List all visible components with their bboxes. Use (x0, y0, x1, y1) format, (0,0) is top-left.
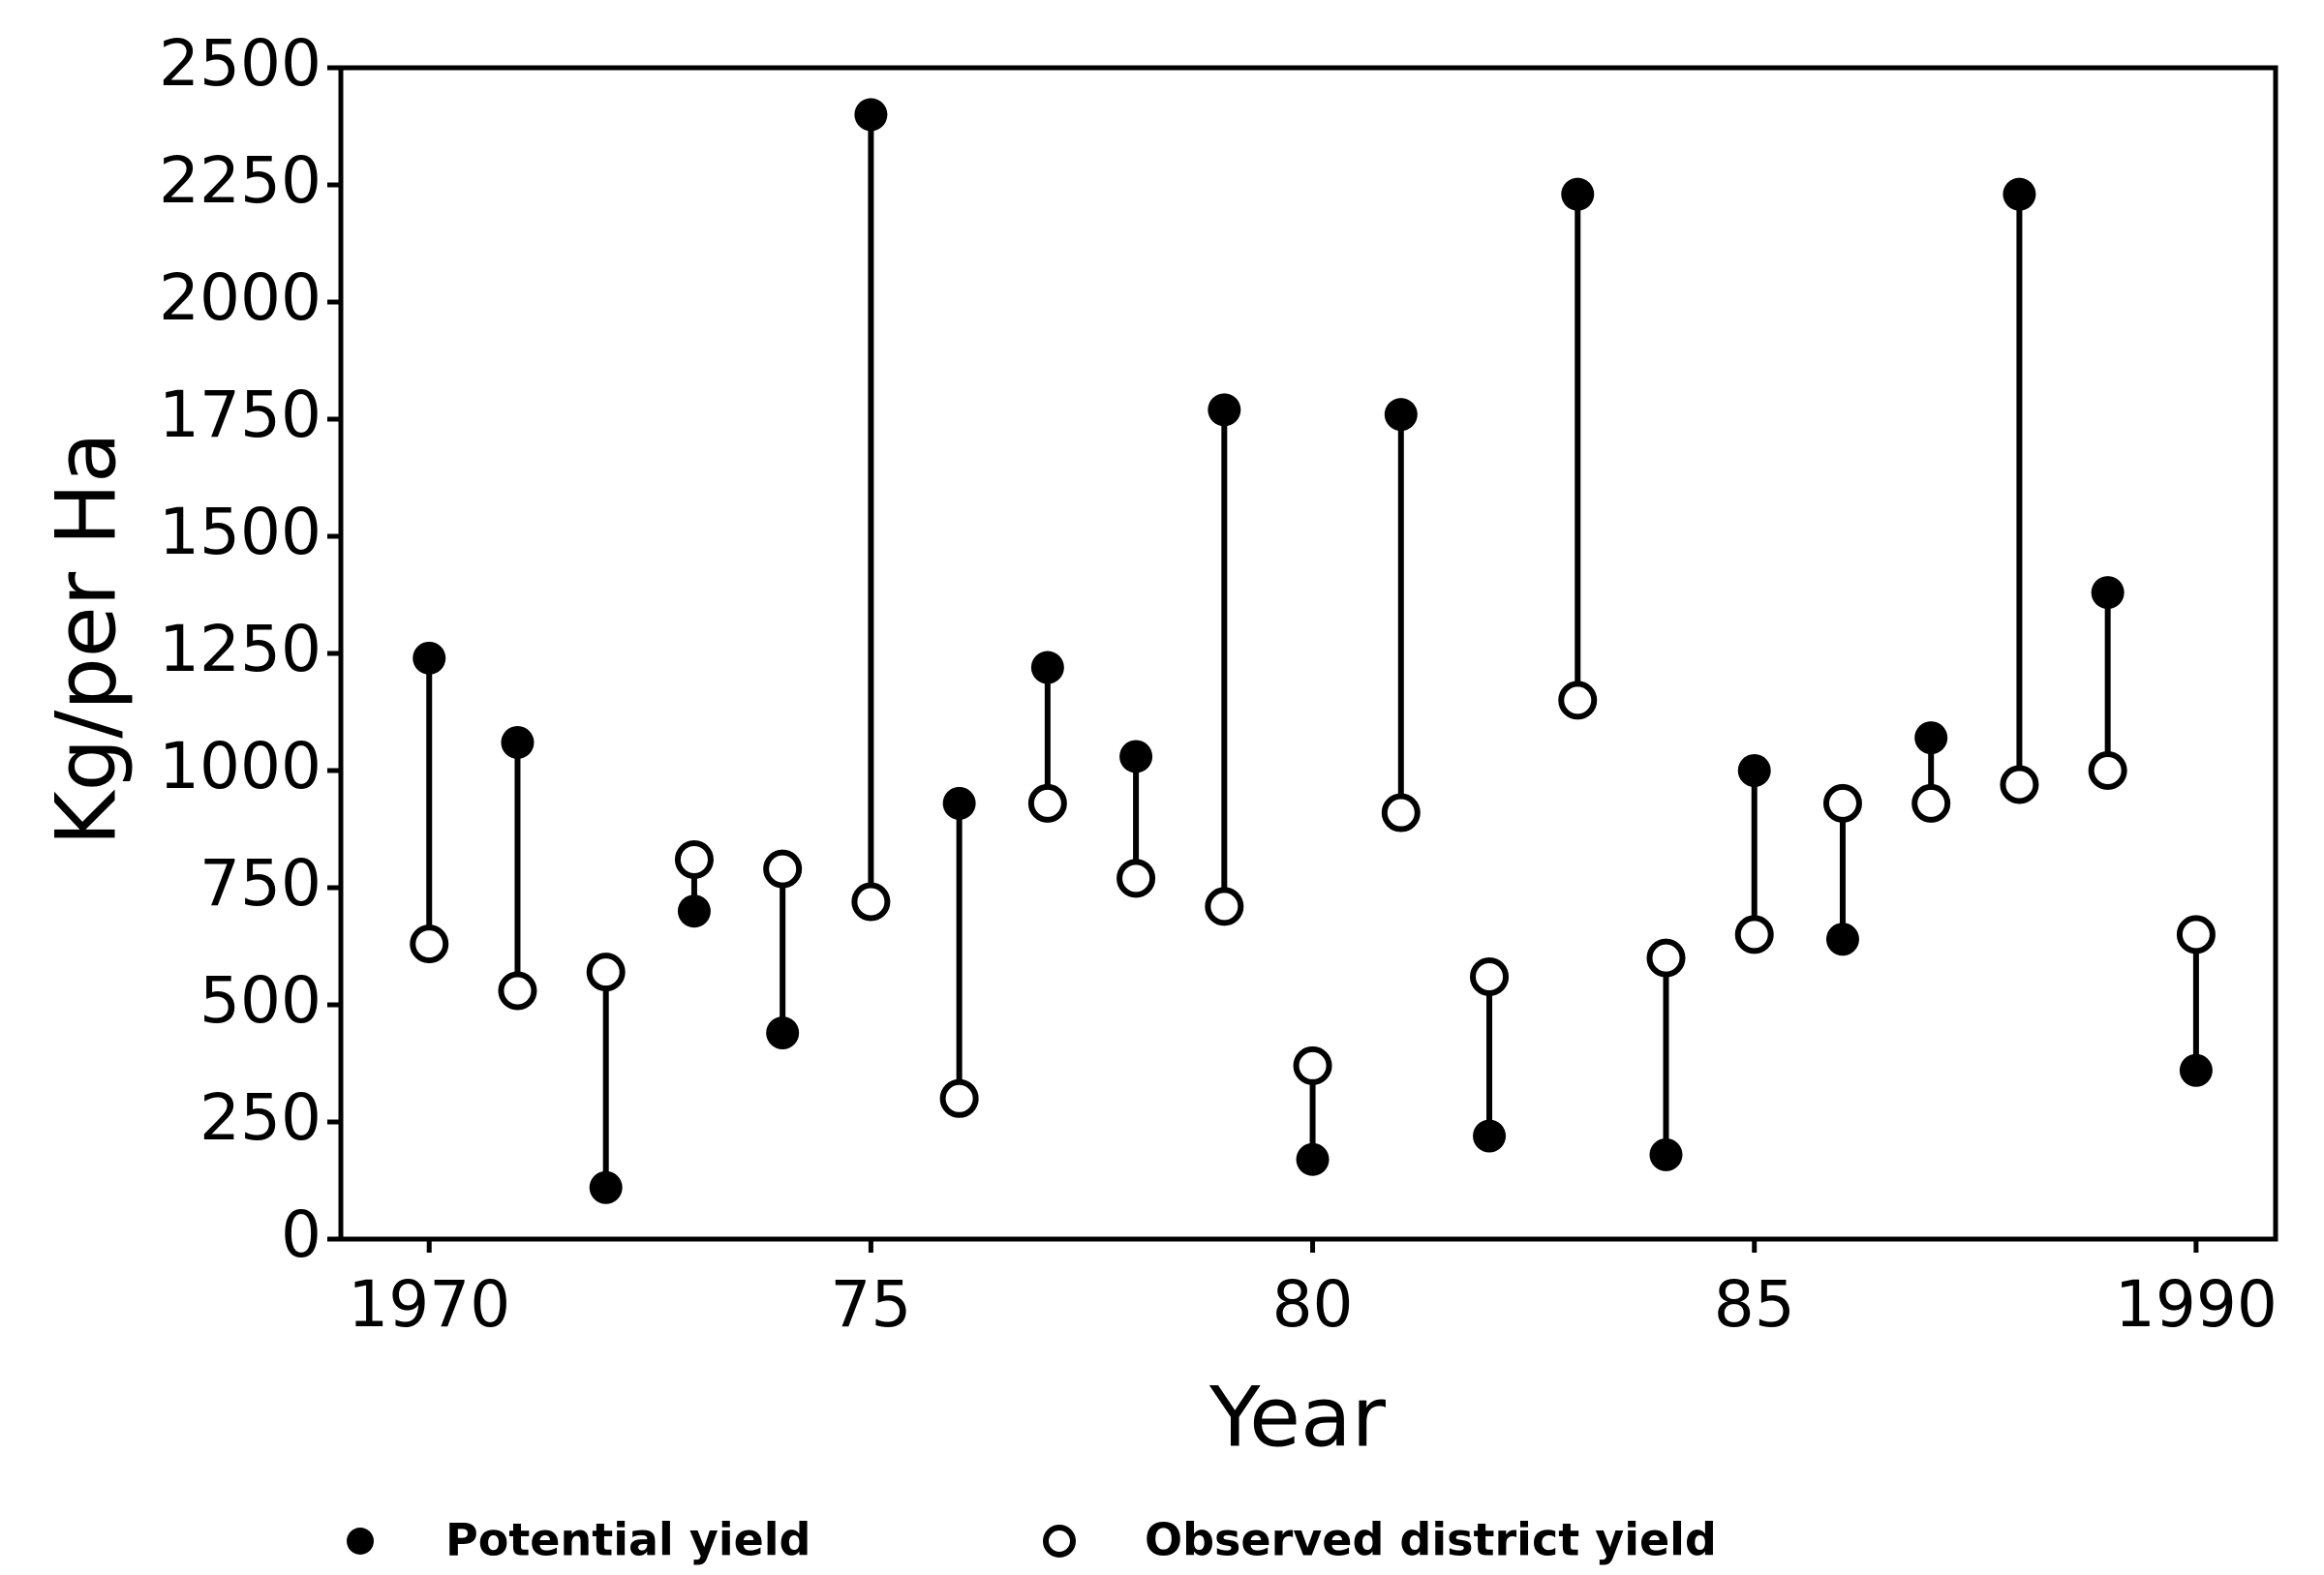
y-tick-label: 250 (199, 1080, 321, 1155)
x-tick-label: 80 (1272, 1267, 1354, 1342)
y-tick-label: 0 (281, 1197, 321, 1272)
point (1116, 859, 1156, 898)
x-tick-label: 75 (830, 1267, 911, 1342)
point (501, 725, 535, 759)
y-tick-label: 2000 (159, 260, 321, 335)
y-tick-label: 1250 (159, 612, 321, 686)
point (1205, 887, 1244, 926)
legend-label: Potential yield (445, 1514, 810, 1566)
point (2000, 765, 2039, 804)
point (1649, 1137, 1683, 1171)
x-axis-label: Year (1208, 1369, 1387, 1466)
legend-marker (347, 1528, 374, 1555)
y-axis-label: Kg/per Ha (38, 432, 135, 846)
point (1470, 956, 1510, 996)
legend-marker (1043, 1525, 1076, 1558)
point (851, 882, 891, 922)
point (1293, 1045, 1332, 1085)
point (1384, 398, 1418, 432)
point (766, 1016, 800, 1050)
point (1381, 793, 1421, 833)
point (1558, 681, 1598, 720)
point (1822, 783, 1862, 823)
point (586, 953, 626, 992)
point (589, 1170, 623, 1204)
point (2179, 1053, 2213, 1087)
point (1734, 915, 1774, 954)
point (1561, 177, 1595, 211)
point (763, 849, 803, 889)
point (2003, 177, 2036, 211)
y-tick-label: 500 (199, 963, 321, 1038)
legend-label: Observed district yield (1145, 1514, 1717, 1566)
point (2088, 751, 2127, 790)
point (2176, 915, 2216, 954)
point (413, 641, 446, 675)
y-tick-label: 1500 (159, 495, 321, 569)
point (1914, 721, 1948, 755)
point (942, 786, 976, 820)
point (1646, 938, 1686, 978)
point (1911, 783, 1951, 823)
point (1737, 754, 1771, 787)
point (1030, 651, 1064, 684)
point (1027, 783, 1067, 823)
point (498, 971, 537, 1011)
point (1119, 740, 1153, 773)
x-tick-label: 1990 (2115, 1267, 2278, 1342)
x-tick-label: 85 (1714, 1267, 1795, 1342)
point (939, 1078, 979, 1118)
point (410, 924, 449, 964)
point (1825, 923, 1859, 956)
point (1208, 393, 1241, 427)
y-tick-label: 1750 (159, 378, 321, 452)
y-tick-label: 750 (199, 846, 321, 921)
y-tick-label: 1000 (159, 729, 321, 803)
x-tick-label: 1970 (348, 1267, 510, 1342)
point (1473, 1119, 1507, 1153)
y-tick-label: 2250 (159, 143, 321, 218)
point (677, 894, 711, 928)
y-tick-label: 2500 (159, 26, 321, 101)
point (2091, 576, 2125, 610)
point (1296, 1142, 1330, 1176)
point (674, 839, 714, 879)
point (854, 98, 888, 132)
